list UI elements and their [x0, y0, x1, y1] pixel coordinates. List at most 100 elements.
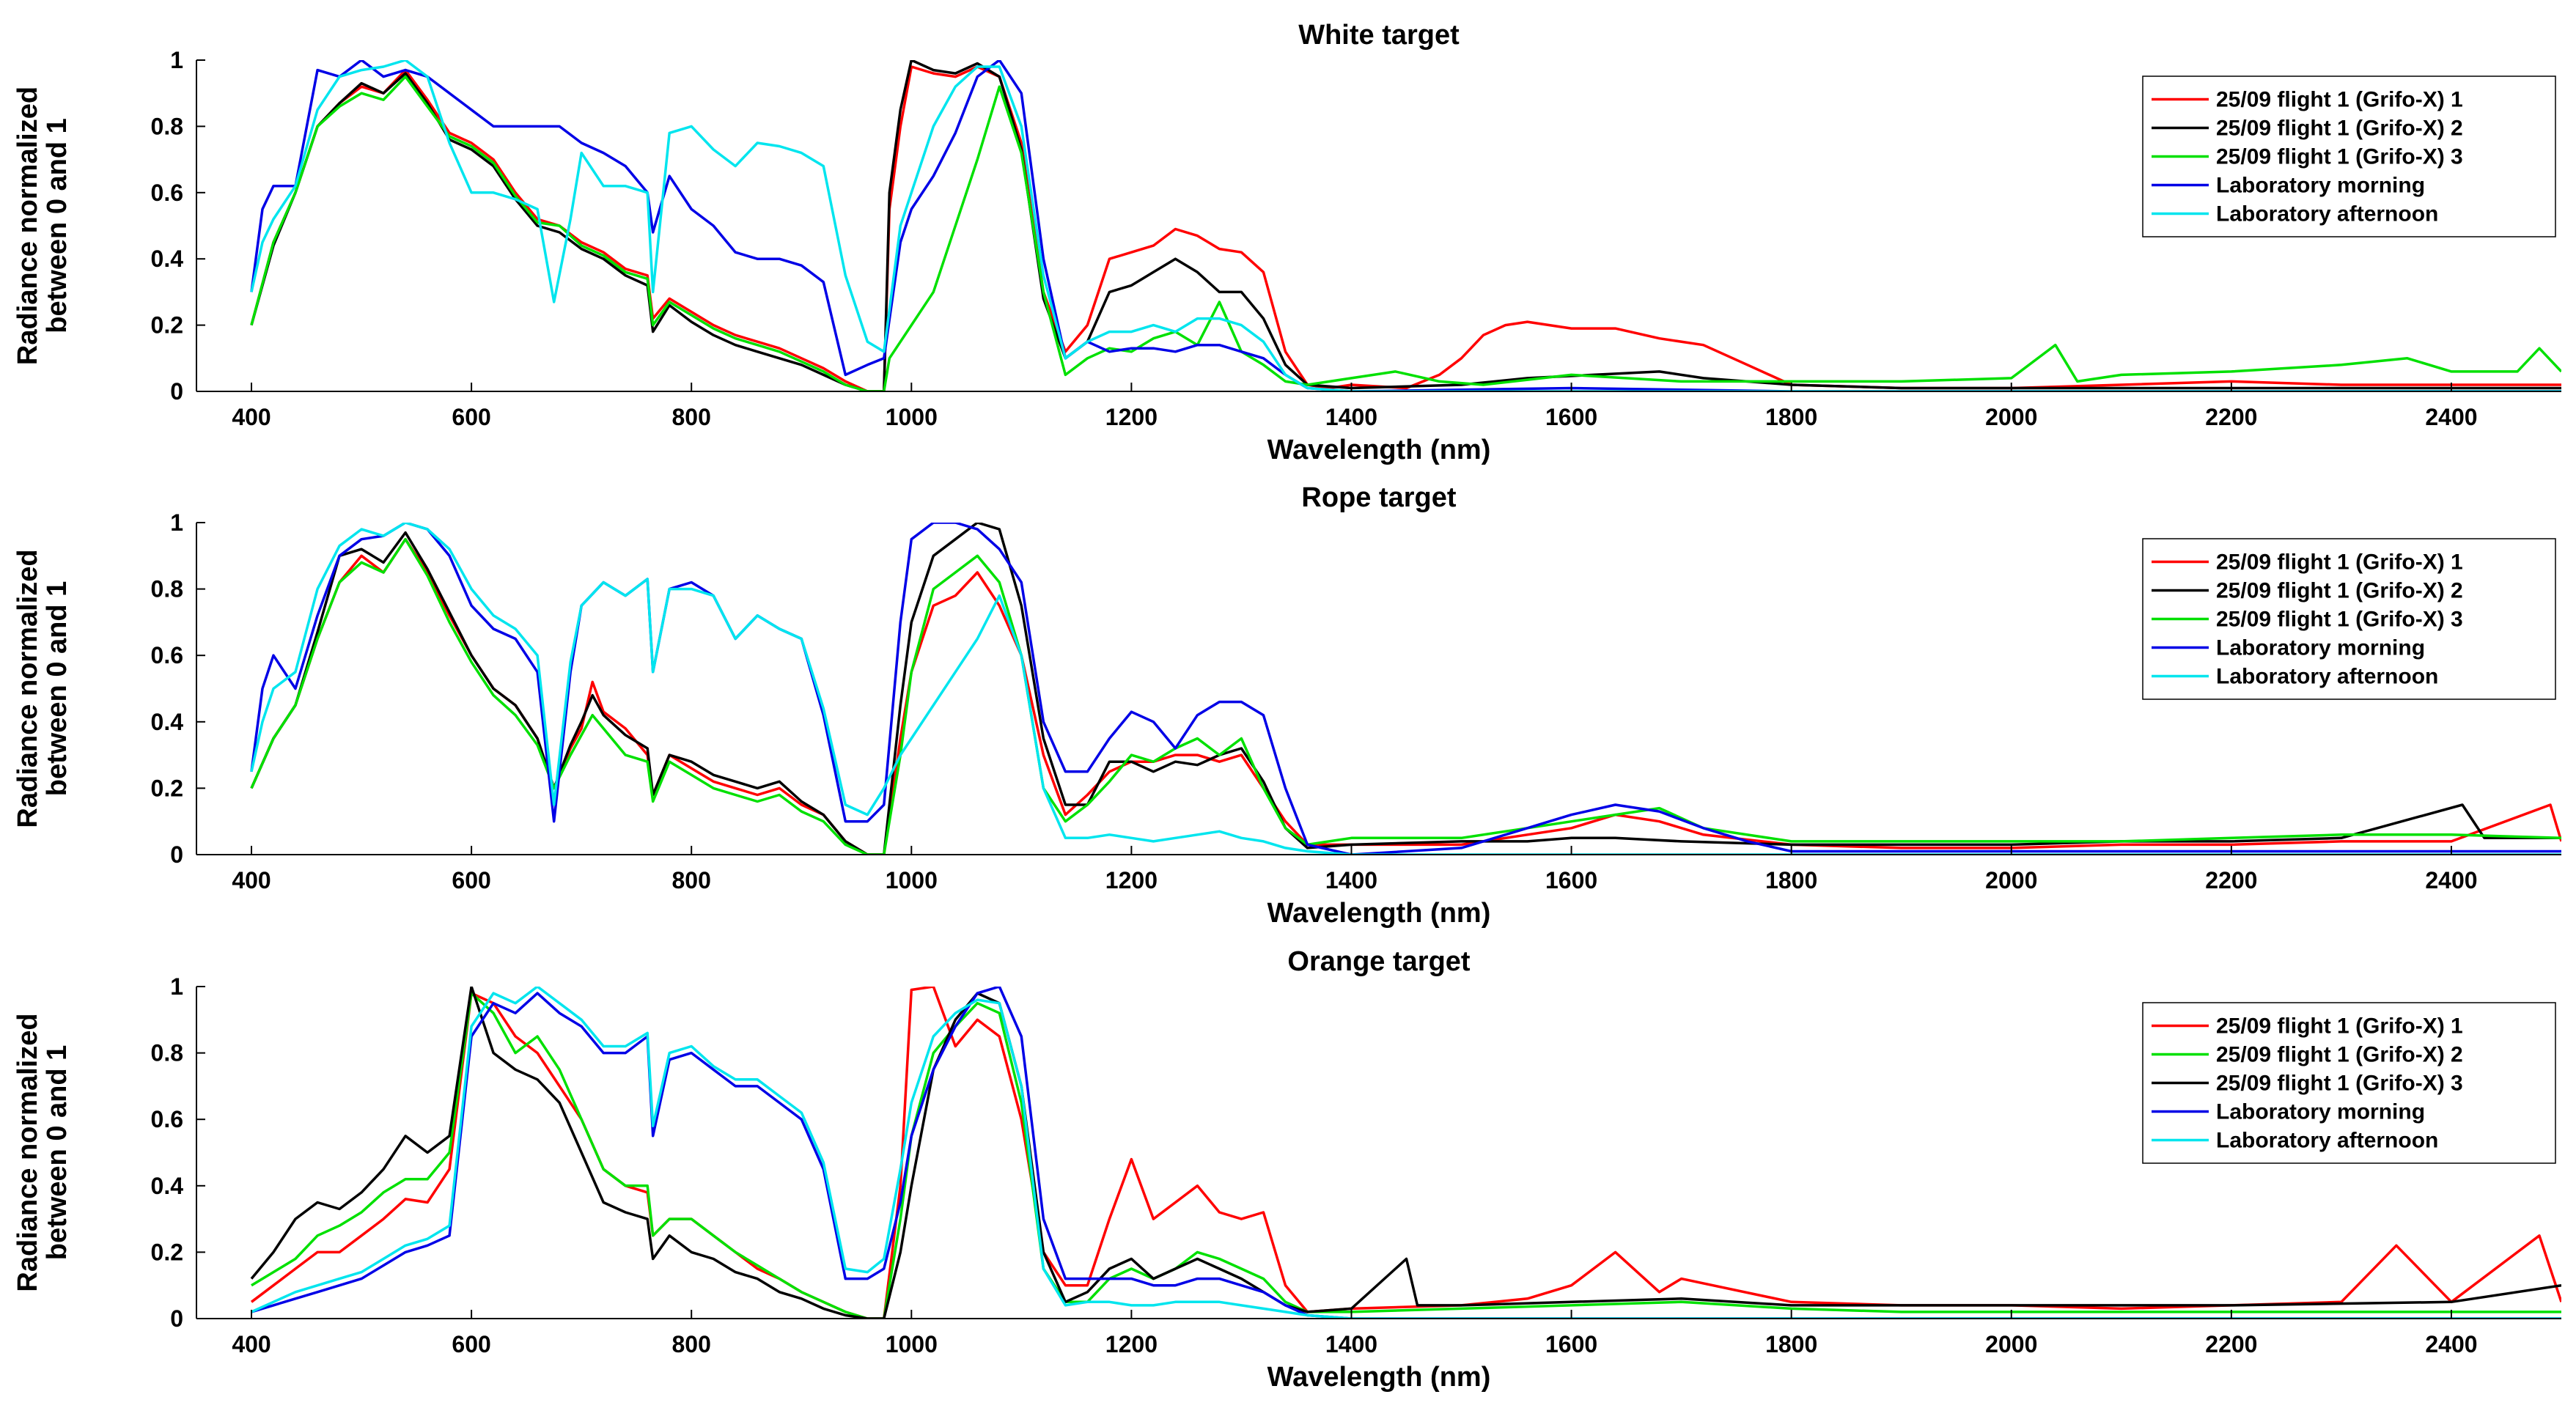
y-axis-label-line1: Radiance normalized	[12, 86, 43, 365]
x-tick-label: 2400	[2425, 1331, 2477, 1357]
legend-label: 25/09 flight 1 (Grifo-X) 2	[2216, 117, 2463, 141]
legend-label: Laboratory afternoon	[2216, 202, 2438, 226]
x-tick-label: 600	[452, 404, 490, 430]
series-line-1	[250, 987, 2561, 1319]
x-tick-label: 800	[672, 1331, 711, 1357]
x-tick-label: 400	[232, 867, 271, 893]
x-tick-label: 2200	[2205, 1331, 2257, 1357]
x-tick-label: 800	[672, 404, 711, 430]
y-tick-label: 0.6	[151, 642, 183, 668]
y-axis-label-line1: Radiance normalized	[12, 549, 43, 828]
x-tick-label: 2200	[2205, 867, 2257, 893]
y-axis-label: Radiance normalizedbetween 0 and 1	[12, 549, 73, 828]
series-line-2	[250, 60, 2561, 391]
y-tick-label: 0.8	[151, 113, 183, 139]
x-tick-label: 2200	[2205, 404, 2257, 430]
x-tick-label: 2000	[1985, 867, 2037, 893]
x-tick-label: 1400	[1325, 867, 1377, 893]
x-tick-label: 1800	[1765, 867, 1817, 893]
x-tick-label: 1600	[1545, 1331, 1597, 1357]
legend-label: 25/09 flight 1 (Grifo-X) 3	[2216, 1072, 2463, 1096]
x-tick-label: 1200	[1105, 404, 1158, 430]
chart-panel-2: Rope target Radiance normalizedbetween 0 …	[12, 482, 2561, 929]
chart-panel-3: Orange target Radiance normalizedbetween …	[12, 946, 2561, 1393]
y-tick-label: 0.6	[151, 180, 183, 206]
legend: 25/09 flight 1 (Grifo-X) 1 25/09 flight 1…	[2142, 538, 2556, 700]
series-line-4	[250, 523, 2561, 855]
y-tick-label: 0.2	[151, 775, 183, 801]
legend-label: 25/09 flight 1 (Grifo-X) 1	[2216, 550, 2463, 575]
series-group	[250, 987, 2561, 1319]
x-tick-label: 2400	[2425, 867, 2477, 893]
series-line-2	[250, 523, 2561, 855]
x-tick-label: 600	[452, 867, 490, 893]
y-tick-label: 0	[170, 378, 183, 405]
series-line-4	[251, 987, 2561, 1319]
x-tick-label: 1800	[1765, 1331, 1817, 1357]
x-tick-label: 1600	[1545, 404, 1597, 430]
y-tick-label: 0.2	[151, 1239, 183, 1265]
y-tick-label: 1	[170, 973, 183, 1000]
legend-label: 25/09 flight 1 (Grifo-X) 1	[2216, 1014, 2463, 1039]
x-tick-label: 2000	[1985, 1331, 2037, 1357]
x-tick-label: 1000	[886, 1331, 938, 1357]
series-line-5	[251, 987, 2561, 1319]
legend-label: 25/09 flight 1 (Grifo-X) 2	[2216, 1043, 2463, 1067]
x-axis-label: Wavelength (nm)	[1267, 898, 1491, 929]
y-tick-label: 0	[170, 841, 183, 868]
y-axis-label: Radiance normalizedbetween 0 and 1	[12, 1013, 73, 1291]
series-line-3	[250, 537, 2561, 855]
series-line-5	[250, 60, 2561, 391]
x-tick-label: 1200	[1105, 1331, 1158, 1357]
chart-panel-1: White target Radiance normalizedbetween 0…	[12, 20, 2561, 465]
series-line-5	[250, 523, 2561, 855]
y-tick-label: 1	[170, 47, 183, 73]
legend-label: 25/09 flight 1 (Grifo-X) 1	[2216, 88, 2463, 112]
series-group	[250, 60, 2561, 391]
x-tick-label: 400	[232, 1331, 271, 1357]
series-group	[250, 523, 2561, 855]
y-tick-label: 1	[170, 509, 183, 536]
y-axis-label-line2: between 0 and 1	[42, 118, 73, 333]
x-tick-label: 1800	[1765, 404, 1817, 430]
x-tick-label: 2400	[2425, 404, 2477, 430]
x-tick-label: 400	[232, 404, 271, 430]
series-line-4	[250, 60, 2561, 391]
x-tick-label: 1200	[1105, 867, 1158, 893]
y-tick-label: 0.2	[151, 312, 183, 339]
legend-label: 25/09 flight 1 (Grifo-X) 3	[2216, 145, 2463, 169]
legend-label: Laboratory morning	[2216, 636, 2425, 660]
legend-label: 25/09 flight 1 (Grifo-X) 2	[2216, 579, 2463, 603]
chart-title: White target	[1298, 20, 1460, 51]
y-tick-label: 0.8	[151, 1040, 183, 1066]
y-tick-label: 0.4	[151, 1173, 184, 1199]
y-axis-label-line1: Radiance normalized	[12, 1013, 43, 1291]
legend-label: Laboratory morning	[2216, 174, 2425, 198]
chart-title: Rope target	[1301, 482, 1456, 513]
x-tick-label: 1400	[1325, 404, 1377, 430]
y-axis-label: Radiance normalizedbetween 0 and 1	[12, 86, 73, 365]
x-tick-label: 1000	[886, 404, 938, 430]
y-tick-label: 0.8	[151, 576, 183, 602]
legend-label: 25/09 flight 1 (Grifo-X) 3	[2216, 608, 2463, 632]
x-axis-label: Wavelength (nm)	[1267, 435, 1491, 465]
legend-label: Laboratory afternoon	[2216, 665, 2438, 689]
legend: 25/09 flight 1 (Grifo-X) 1 25/09 flight 1…	[2142, 75, 2556, 237]
legend-box	[2142, 538, 2556, 700]
chart-title: Orange target	[1287, 946, 1471, 977]
x-tick-label: 2000	[1985, 404, 2037, 430]
series-line-3	[250, 75, 2561, 391]
series-line-3	[250, 987, 2561, 1319]
y-tick-label: 0.4	[151, 246, 184, 272]
y-tick-label: 0	[170, 1305, 183, 1332]
x-tick-label: 1600	[1545, 867, 1597, 893]
legend-label: Laboratory afternoon	[2216, 1129, 2438, 1153]
y-axis-label-line2: between 0 and 1	[42, 581, 73, 797]
legend-box	[2142, 1002, 2556, 1164]
y-axis-label-line2: between 0 and 1	[42, 1045, 73, 1261]
x-tick-label: 800	[672, 867, 711, 893]
x-tick-label: 1400	[1325, 1331, 1377, 1357]
legend: 25/09 flight 1 (Grifo-X) 1 25/09 flight 1…	[2142, 1002, 2556, 1164]
y-tick-label: 0.6	[151, 1106, 183, 1132]
